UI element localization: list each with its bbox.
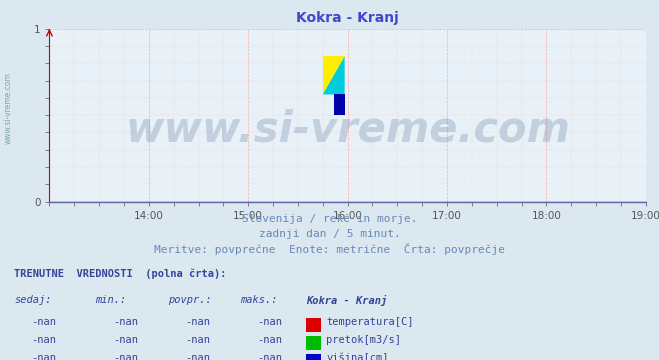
Text: -nan: -nan <box>258 353 283 360</box>
Text: Slovenija / reke in morje.: Slovenija / reke in morje. <box>242 214 417 224</box>
Text: -nan: -nan <box>185 335 210 345</box>
Text: pretok[m3/s]: pretok[m3/s] <box>326 335 401 345</box>
Text: -nan: -nan <box>258 335 283 345</box>
Text: -nan: -nan <box>258 317 283 327</box>
Text: -nan: -nan <box>32 353 57 360</box>
Text: -nan: -nan <box>185 317 210 327</box>
Text: -nan: -nan <box>185 353 210 360</box>
Text: zadnji dan / 5 minut.: zadnji dan / 5 minut. <box>258 229 401 239</box>
Polygon shape <box>323 57 345 94</box>
Text: -nan: -nan <box>32 317 57 327</box>
Text: TRENUTNE  VREDNOSTI  (polna črta):: TRENUTNE VREDNOSTI (polna črta): <box>14 268 227 279</box>
Polygon shape <box>323 57 345 94</box>
Text: temperatura[C]: temperatura[C] <box>326 317 414 327</box>
Text: -nan: -nan <box>113 335 138 345</box>
Text: povpr.:: povpr.: <box>168 295 212 305</box>
Bar <box>333 94 345 115</box>
Text: višina[cm]: višina[cm] <box>326 353 389 360</box>
Text: sedaj:: sedaj: <box>14 295 52 305</box>
Title: Kokra - Kranj: Kokra - Kranj <box>297 11 399 25</box>
Text: Meritve: povprečne  Enote: metrične  Črta: povprečje: Meritve: povprečne Enote: metrične Črta:… <box>154 243 505 255</box>
Text: maks.:: maks.: <box>241 295 278 305</box>
Text: www.si-vreme.com: www.si-vreme.com <box>3 72 13 144</box>
Text: www.si-vreme.com: www.si-vreme.com <box>125 108 570 150</box>
Text: min.:: min.: <box>96 295 127 305</box>
Text: Kokra - Kranj: Kokra - Kranj <box>306 295 387 306</box>
Text: -nan: -nan <box>32 335 57 345</box>
Text: -nan: -nan <box>113 317 138 327</box>
Text: -nan: -nan <box>113 353 138 360</box>
